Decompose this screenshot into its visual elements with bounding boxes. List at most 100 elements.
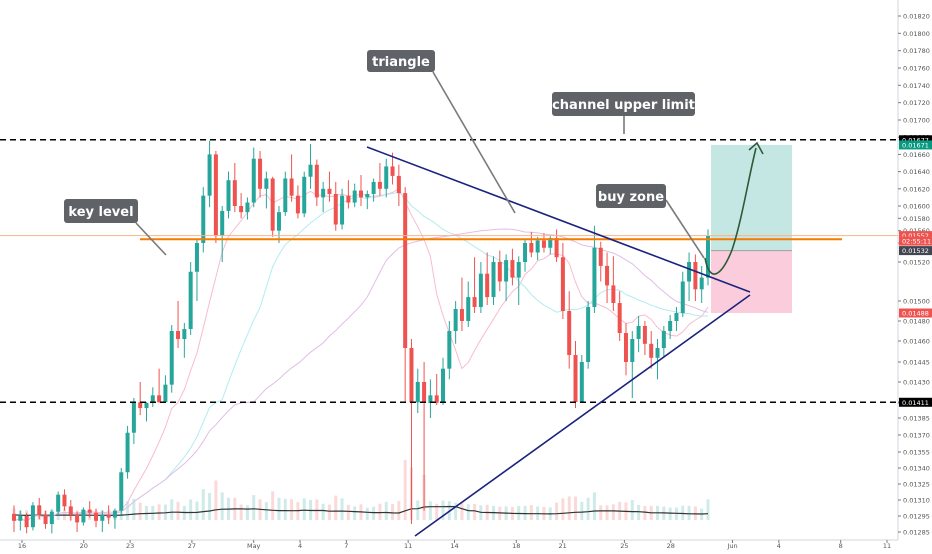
volume-bar	[693, 506, 697, 520]
candle-body	[491, 262, 496, 298]
x-tick-label: 8	[839, 542, 843, 550]
candle-body	[321, 188, 326, 198]
candle-body	[523, 243, 528, 262]
volume-bar	[384, 501, 388, 520]
candle-body	[434, 395, 439, 403]
volume-bar	[195, 501, 199, 520]
callout-annotations[interactable]: triangle channel upper limit key level buy …	[64, 50, 705, 259]
volume-bar	[574, 496, 578, 520]
x-tick-label: 16	[18, 542, 26, 550]
candle-body	[453, 309, 458, 331]
candle-body	[295, 195, 300, 214]
candle-body	[706, 235, 710, 278]
volume-bar	[334, 495, 338, 520]
candle-body	[592, 247, 597, 307]
candle-body	[459, 309, 464, 321]
volume-bar	[176, 501, 180, 520]
candle-body	[377, 181, 382, 189]
price-label-text: 02:55:11	[902, 238, 931, 246]
candle-body	[333, 193, 338, 225]
volume-bar	[599, 505, 603, 520]
candle-body	[188, 271, 193, 329]
candle-body	[245, 202, 250, 213]
price-label-text: 0.01488	[902, 310, 929, 318]
y-tick-label: 0.01640	[903, 168, 930, 176]
x-tick-label: Jun	[726, 542, 737, 550]
volume-bar	[271, 491, 275, 520]
callout-box	[596, 184, 666, 208]
y-tick-label: 0.01800	[903, 30, 930, 38]
horizontal-levels[interactable]	[0, 139, 898, 404]
x-tick-label: 21	[558, 542, 566, 550]
candle-body	[144, 402, 149, 408]
candle-body	[642, 326, 647, 344]
annotation-callout[interactable]: buy zone	[596, 184, 705, 259]
volume-bar	[529, 505, 533, 520]
volume-bar	[403, 460, 407, 520]
candle-body	[43, 514, 48, 524]
annotation-callout[interactable]: key level	[64, 199, 167, 256]
x-tick-label: 20	[80, 542, 88, 550]
candle-body	[409, 348, 414, 403]
y-tick-label: 0.01500	[903, 298, 930, 306]
volume-bar	[391, 504, 395, 520]
triangle-lower-line[interactable]	[414, 294, 751, 537]
x-tick-label: 11	[883, 542, 891, 550]
candle-body	[112, 510, 117, 518]
x-tick-label: 28	[667, 542, 675, 550]
candle-body	[62, 494, 67, 507]
volume-bar	[220, 492, 224, 520]
candle-body	[131, 402, 136, 433]
candle-body	[68, 506, 73, 515]
annotation-callout[interactable]: channel upper limit	[552, 92, 695, 134]
x-tick-label: May	[247, 542, 261, 550]
volume-bar	[201, 489, 205, 520]
candle-body	[390, 166, 395, 176]
candle-body	[37, 505, 42, 515]
volume-bar	[586, 497, 590, 520]
volume-bar	[428, 501, 432, 520]
moving-average-line	[13, 228, 709, 522]
y-tick-label: 0.01600	[903, 203, 930, 211]
volume-bar	[397, 501, 401, 520]
candle-body	[655, 348, 660, 358]
projection-arrow[interactable]	[704, 141, 764, 275]
candle-body	[289, 178, 294, 196]
volume-bar	[466, 504, 470, 520]
callout-pointer	[665, 199, 705, 259]
profit-zone	[711, 144, 792, 251]
y-tick-label: 0.01480	[903, 318, 930, 326]
candle-body	[81, 509, 86, 523]
triangle-pattern[interactable]	[366, 146, 751, 537]
candle-body	[529, 243, 534, 253]
x-tick-label: 4	[777, 542, 781, 550]
candle-body	[12, 513, 16, 521]
candle-body	[125, 432, 130, 473]
projection-curve[interactable]	[704, 147, 757, 275]
candle-body	[340, 195, 345, 225]
candle-body	[504, 260, 509, 282]
price-label-text: 0.01552	[902, 232, 929, 240]
candle-body	[447, 331, 452, 369]
callout-pointer	[135, 222, 167, 256]
candle-body	[346, 195, 351, 203]
callout-box	[367, 50, 435, 72]
x-tick-label: 14	[450, 542, 458, 550]
volume-bar	[561, 498, 565, 520]
price-label-box	[899, 246, 932, 256]
time-axis[interactable]: 16 20 23 27 May 4 7 11 14 18 21 25 28 Jun 4 8 11	[18, 540, 891, 550]
candle-body	[668, 321, 673, 331]
candle-body	[365, 193, 370, 198]
candle-body	[138, 402, 143, 408]
candle-body	[157, 395, 162, 403]
candle-body	[415, 382, 420, 403]
candle-body	[661, 331, 666, 348]
y-tick-label: 0.01460	[903, 338, 930, 346]
x-tick-label: 23	[126, 542, 134, 550]
volume-bar	[365, 507, 369, 520]
annotation-callout[interactable]: triangle	[367, 50, 516, 214]
candle-body	[264, 178, 269, 189]
triangle-upper-line[interactable]	[366, 146, 751, 293]
